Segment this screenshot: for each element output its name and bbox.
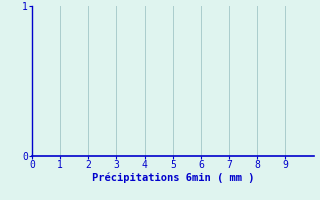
X-axis label: Précipitations 6min ( mm ): Précipitations 6min ( mm ) bbox=[92, 173, 254, 183]
